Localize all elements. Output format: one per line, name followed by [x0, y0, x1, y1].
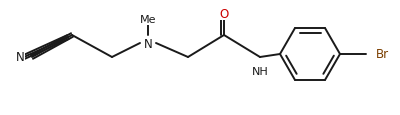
Text: N: N — [144, 37, 152, 50]
Text: Me: Me — [140, 15, 156, 25]
Text: O: O — [219, 7, 229, 20]
Text: N: N — [16, 51, 24, 64]
Text: Br: Br — [376, 48, 389, 61]
Text: NH: NH — [252, 66, 268, 76]
